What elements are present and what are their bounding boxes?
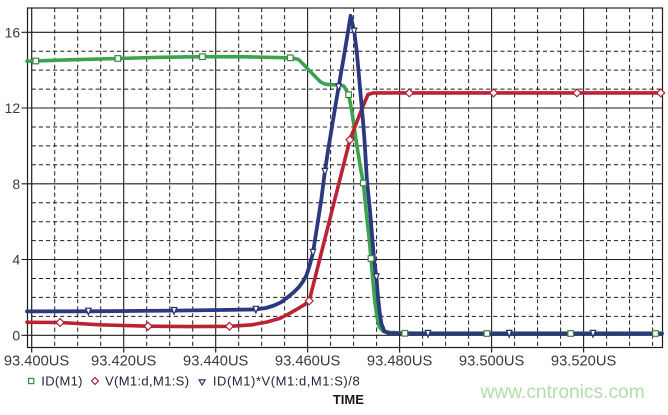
svg-text:8: 8 <box>12 176 20 192</box>
svg-text:93.420US: 93.420US <box>91 353 157 369</box>
svg-text:93.460US: 93.460US <box>275 353 341 369</box>
svg-text:93.480US: 93.480US <box>367 353 433 369</box>
svg-text:ID(M1)*V(M1:d,M1:S)/8: ID(M1)*V(M1:d,M1:S)/8 <box>213 373 360 388</box>
svg-text:12: 12 <box>5 100 21 116</box>
svg-text:ID(M1): ID(M1) <box>41 373 83 388</box>
svg-text:93.500US: 93.500US <box>459 353 525 369</box>
svg-text:TIME: TIME <box>333 392 364 407</box>
svg-text:93.400US: 93.400US <box>4 353 70 369</box>
svg-text:4: 4 <box>12 252 20 268</box>
svg-text:93.440US: 93.440US <box>183 353 249 369</box>
svg-text:www.cntronics.com: www.cntronics.com <box>480 382 645 403</box>
svg-text:V(M1:d,M1:S): V(M1:d,M1:S) <box>105 373 189 388</box>
svg-text:16: 16 <box>5 24 21 40</box>
svg-text:0: 0 <box>12 327 20 343</box>
svg-text:93.520US: 93.520US <box>551 353 617 369</box>
